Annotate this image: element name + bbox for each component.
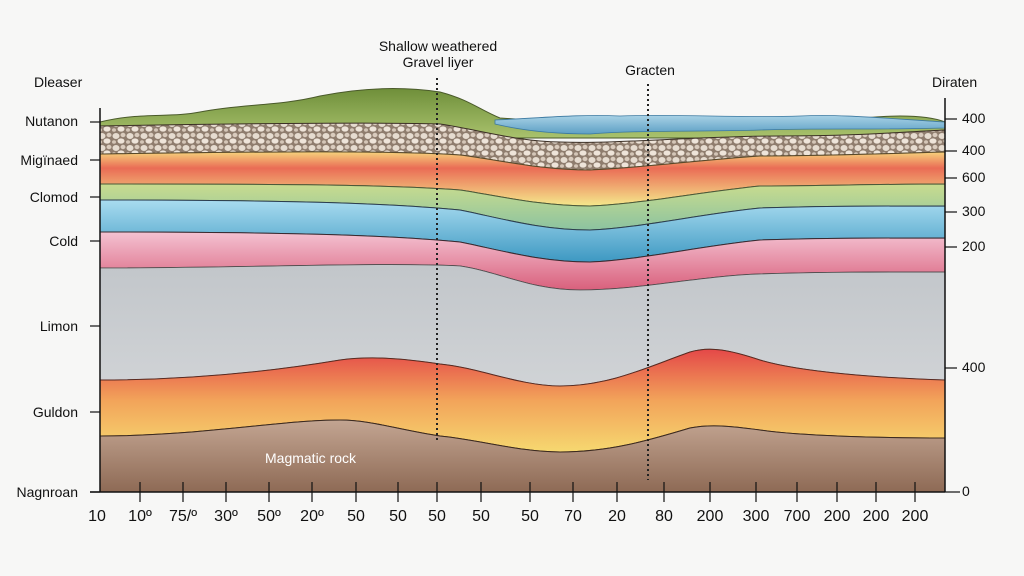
right-label-5: 400 xyxy=(962,359,986,375)
x-label-15: 300 xyxy=(742,508,770,525)
right-label-4: 200 xyxy=(962,238,986,254)
x-label-6: 50 xyxy=(347,508,365,525)
x-label-19: 200 xyxy=(901,508,929,525)
x-label-0: 10 xyxy=(88,508,106,525)
x-label-2: 75/º xyxy=(168,508,198,525)
x-label-12: 20 xyxy=(608,508,626,525)
left-title: Dleaser xyxy=(34,74,83,90)
right-label-6: 0 xyxy=(962,483,970,499)
x-label-17: 200 xyxy=(823,508,851,525)
annotation-gravel-layer: Gravel liyer xyxy=(402,54,474,70)
x-label-10: 50 xyxy=(521,508,539,525)
right-label-0: 400 xyxy=(962,110,986,126)
right-label-3: 300 xyxy=(962,203,986,219)
left-label-limon: Limon xyxy=(39,318,78,334)
left-axis-ticks xyxy=(90,121,100,493)
x-label-7: 50 xyxy=(389,508,407,525)
left-label-clomod: Clomod xyxy=(29,189,78,205)
left-label-miginaed: Migïnaed xyxy=(20,152,78,168)
x-label-8: 50 xyxy=(428,508,446,525)
magmatic-layer xyxy=(99,419,946,493)
right-label-2: 600 xyxy=(962,169,986,185)
right-axis-ticks xyxy=(945,118,960,493)
left-label-cold: Cold xyxy=(49,233,78,249)
x-label-3: 30º xyxy=(214,508,238,525)
x-label-13: 80 xyxy=(655,508,673,525)
x-label-18: 200 xyxy=(862,508,890,525)
left-label-guldon: Guldon xyxy=(32,404,78,420)
x-label-5: 20º xyxy=(300,508,324,525)
left-label-nutanon: Nutanon xyxy=(25,113,78,129)
annotation-shallow-weathered: Shallow weathered xyxy=(378,38,498,54)
magmatic-rock-label: Magmatic rock xyxy=(265,450,357,466)
bottom-axis-ticks xyxy=(139,482,916,502)
x-label-4: 50º xyxy=(257,508,281,525)
x-label-16: 700 xyxy=(783,508,811,525)
x-label-9: 50 xyxy=(472,508,490,525)
gray-layer xyxy=(99,264,946,387)
left-label-nagnroan: Nagnroan xyxy=(16,484,79,500)
right-label-1: 400 xyxy=(962,142,986,158)
annotation-gracten: Gracten xyxy=(625,62,675,78)
x-label-11: 70 xyxy=(564,508,582,525)
x-label-1: 10º xyxy=(128,508,152,525)
x-label-14: 200 xyxy=(696,508,724,525)
right-title: Diraten xyxy=(932,74,978,90)
